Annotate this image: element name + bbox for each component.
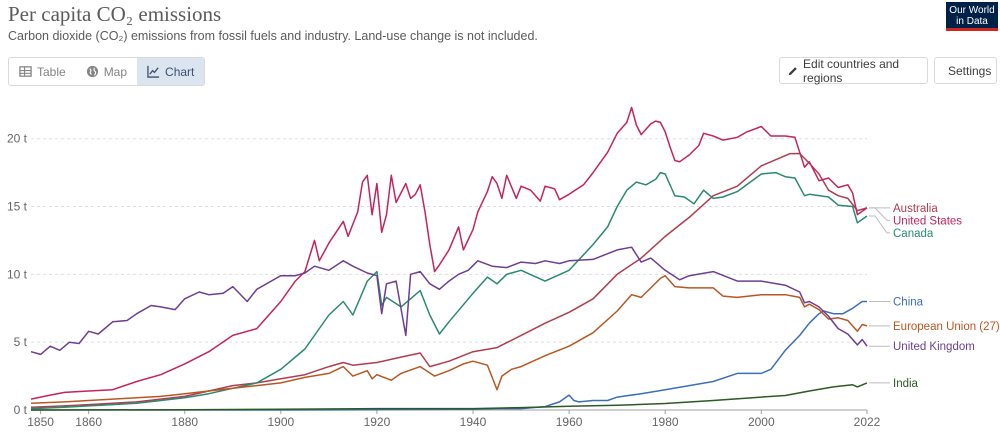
series-line-canada [30, 171, 868, 410]
legend-label-canada: Canada [893, 228, 934, 240]
y-tick-label: 0 t [14, 403, 28, 417]
settings-button[interactable]: Settings [934, 57, 997, 84]
y-tick-label: 5 t [14, 335, 28, 349]
series-line-united-kingdom [30, 246, 868, 356]
x-tick-label: 1940 [460, 415, 487, 429]
pencil-icon [788, 66, 797, 75]
tab-map[interactable]: Map [76, 58, 137, 85]
legend-label-china: China [893, 296, 924, 308]
tab-chart-label: Chart [165, 64, 195, 79]
series-line-india [30, 382, 868, 411]
edit-countries-button[interactable]: Edit countries and regions [779, 56, 928, 85]
y-tick-label: 20 t [7, 132, 28, 146]
y-tick-label: 15 t [7, 200, 28, 214]
tab-chart[interactable]: Chart [137, 58, 205, 85]
tab-table-label: Table [37, 64, 66, 79]
globe-icon [86, 65, 98, 78]
tab-table[interactable]: Table [9, 58, 76, 85]
series-line-european-union-27 [30, 274, 868, 404]
owid-logo[interactable]: Our World in Data [946, 2, 998, 31]
legend-label-european-union-27: European Union (27) [893, 321, 1000, 333]
x-tick-label: 1850 [27, 415, 54, 429]
settings-label: Settings [948, 63, 992, 78]
logo-line-1: Our World [949, 5, 995, 16]
edit-countries-label: Edit countries and regions [803, 56, 900, 85]
table-icon [19, 66, 32, 77]
x-tick-label: 1860 [75, 415, 102, 429]
series-line-china [31, 300, 867, 411]
tab-map-label: Map [103, 64, 128, 79]
x-tick-label: 2022 [854, 415, 881, 429]
legend-label-united-kingdom: United Kingdom [893, 341, 975, 353]
logo-line-2: in Data [956, 16, 988, 27]
x-tick-label: 1880 [171, 415, 198, 429]
chart-title: Per capita CO₂ emissions [8, 2, 222, 26]
series-line-united-states [30, 106, 868, 400]
x-tick-label: 1900 [267, 415, 294, 429]
legend-label-india: India [893, 378, 919, 390]
legend-connector [869, 207, 890, 221]
legend-connector [869, 215, 890, 234]
x-tick-label: 2000 [748, 415, 775, 429]
view-tabs: Table Map Chart [8, 57, 206, 86]
legend-label-united-states: United States [893, 215, 962, 227]
x-tick-label: 1980 [652, 415, 679, 429]
line-chart-icon [147, 65, 160, 78]
x-tick-label: 1960 [556, 415, 583, 429]
legend-label-australia: Australia [893, 203, 938, 215]
y-tick-label: 10 t [7, 267, 28, 281]
x-tick-label: 1920 [364, 415, 391, 429]
chart-subtitle: Carbon dioxide (CO₂) emissions from foss… [8, 29, 538, 43]
